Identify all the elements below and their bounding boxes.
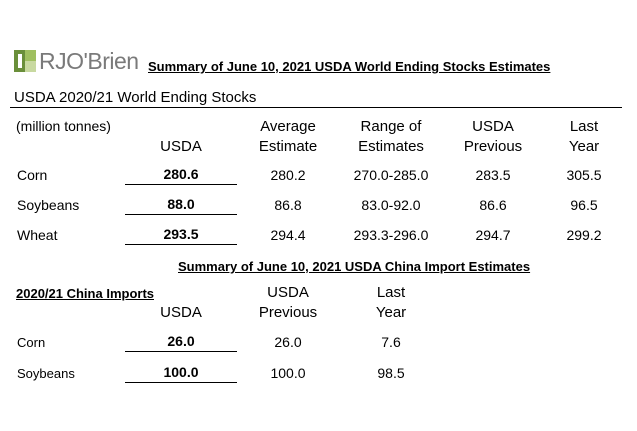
china-section-title: Summary of June 10, 2021 USDA China Impo… xyxy=(178,259,531,274)
china-value-previous-soybeans: 100.0 xyxy=(270,365,306,381)
china-value-usda-corn: 26.0 xyxy=(167,333,195,349)
value-previous-wheat: 294.7 xyxy=(475,227,511,243)
value-previous-corn: 283.5 xyxy=(475,167,511,183)
header-range-line2: Estimates xyxy=(358,138,424,155)
header-range-line1: Range of xyxy=(360,118,422,135)
header-last-year-line1: Last xyxy=(569,118,599,135)
value-usda-wheat: 293.5 xyxy=(163,226,199,242)
value-average-wheat: 294.4 xyxy=(270,227,306,243)
value-average-corn: 280.2 xyxy=(270,167,306,183)
value-range-wheat: 293.3-296.0 xyxy=(353,227,429,243)
china-header-last-year-line1: Last xyxy=(376,284,406,301)
china-value-last-year-corn: 7.6 xyxy=(381,334,401,350)
value-previous-soybeans: 86.6 xyxy=(479,197,507,213)
value-range-corn: 270.0-285.0 xyxy=(353,167,429,183)
header-last-year-line2: Year xyxy=(568,138,600,155)
row-label-wheat: Wheat xyxy=(17,227,58,243)
rjobrien-logo: RJO'Brien xyxy=(14,46,139,76)
section-title-world: USDA 2020/21 World Ending Stocks xyxy=(14,89,257,106)
header-average-line1: Average xyxy=(260,118,316,135)
rjobrien-logo-icon xyxy=(14,50,36,72)
logo-text: RJO'Brien xyxy=(39,47,139,74)
underline-usda-corn xyxy=(125,184,237,185)
china-value-last-year-soybeans: 98.5 xyxy=(377,365,405,381)
underline-usda-wheat xyxy=(125,244,237,245)
value-last-year-corn: 305.5 xyxy=(566,167,602,183)
china-row-label-soybeans: Soybeans xyxy=(17,366,75,381)
value-average-soybeans: 86.8 xyxy=(274,197,302,213)
china-header-previous-line1: USDA xyxy=(267,284,309,301)
china-row-label-corn: Corn xyxy=(17,335,46,350)
row-label-soybeans: Soybeans xyxy=(17,197,80,213)
china-header-previous-line2: Previous xyxy=(258,304,318,321)
row-label-corn: Corn xyxy=(17,167,48,183)
china-value-previous-corn: 26.0 xyxy=(274,334,302,350)
china-value-usda-soybeans: 100.0 xyxy=(163,364,199,380)
underline-usda-soybeans xyxy=(125,214,237,215)
divider-rule xyxy=(10,107,622,108)
unit-label: (million tonnes) xyxy=(16,118,111,134)
value-usda-soybeans: 88.0 xyxy=(167,196,195,212)
header-previous-line1: USDA xyxy=(472,118,514,135)
header-usda: USDA xyxy=(160,138,202,155)
china-imports-label: 2020/21 China Imports xyxy=(16,286,154,301)
value-usda-corn: 280.6 xyxy=(163,166,199,182)
china-header-usda: USDA xyxy=(160,304,202,321)
value-last-year-wheat: 299.2 xyxy=(566,227,602,243)
header-previous-line2: Previous xyxy=(463,138,523,155)
china-underline-usda-soybeans xyxy=(125,382,237,383)
value-range-soybeans: 83.0-92.0 xyxy=(361,197,421,213)
china-underline-usda-corn xyxy=(125,351,237,352)
page-title: Summary of June 10, 2021 USDA World Endi… xyxy=(148,59,551,74)
header-average-line2: Estimate xyxy=(258,138,318,155)
value-last-year-soybeans: 96.5 xyxy=(570,197,598,213)
china-header-last-year-line2: Year xyxy=(375,304,407,321)
